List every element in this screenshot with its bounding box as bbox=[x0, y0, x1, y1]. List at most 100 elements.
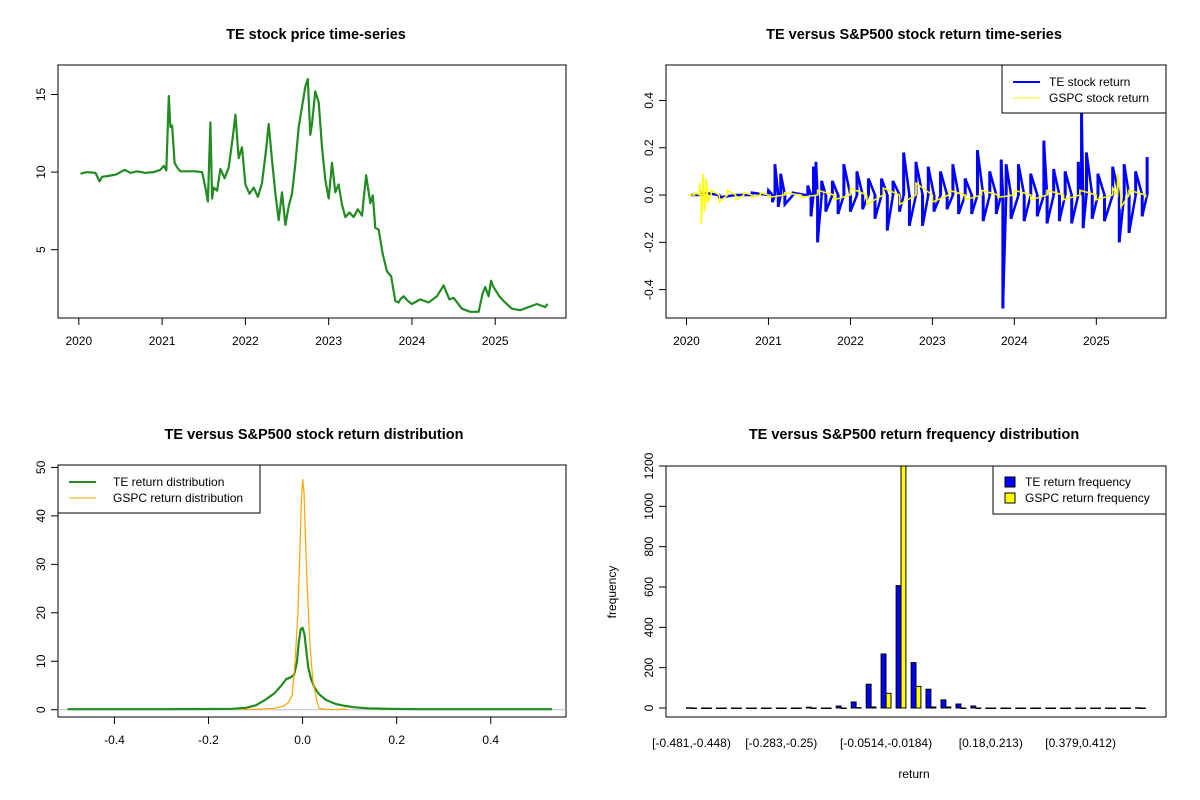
te-frequency-bar bbox=[850, 701, 857, 709]
price-x-tick-label: 2025 bbox=[482, 334, 509, 348]
histogram-chart-title: TE versus S&P500 return frequency distri… bbox=[749, 427, 1079, 443]
gspc-frequency-bar bbox=[795, 707, 802, 709]
te-frequency-bar bbox=[805, 706, 812, 709]
gspc-frequency-bar bbox=[885, 692, 892, 709]
gspc-frequency-bar bbox=[930, 706, 937, 709]
density-legend-box bbox=[57, 464, 261, 514]
te-frequency-bar bbox=[1075, 707, 1082, 709]
te-frequency-bar bbox=[1120, 707, 1126, 709]
price-x-tick-label: 2024 bbox=[399, 334, 426, 348]
histogram-x-category-label: [-0.481,-0.448) bbox=[652, 736, 731, 750]
price-x-tick-label: 2020 bbox=[65, 334, 92, 348]
density-y-tick-label: 40 bbox=[34, 509, 48, 523]
gspc-frequency-bar bbox=[1110, 707, 1116, 709]
te-frequency-bar bbox=[1135, 707, 1141, 709]
gspc-frequency-bar bbox=[1005, 707, 1012, 709]
gspc-frequency-bar bbox=[720, 707, 727, 709]
gspc-frequency-bar bbox=[1080, 707, 1086, 709]
price-x-tick-label: 2021 bbox=[149, 334, 176, 348]
te-frequency-bar bbox=[760, 707, 767, 709]
te-frequency-bar bbox=[701, 707, 707, 709]
price-x-tick-label: 2023 bbox=[315, 334, 342, 348]
density-chart-title: TE versus S&P500 stock return distributi… bbox=[165, 427, 464, 443]
histogram-bars-group bbox=[686, 465, 1146, 709]
gspc-frequency-bar bbox=[900, 465, 907, 709]
density-x-tick-label: 0.4 bbox=[482, 733, 499, 747]
histogram-legend-gspc-swatch bbox=[1004, 492, 1016, 504]
te-frequency-bar bbox=[955, 703, 962, 709]
gspc-frequency-bar bbox=[735, 707, 742, 709]
te-return-line bbox=[690, 112, 1149, 309]
histogram-x-axis: [-0.481,-0.448) [-0.283,-0.25) [-0.0514,-0… bbox=[652, 736, 1116, 750]
histogram-y-axis: 0 200 400 600 800 1000 1200 bbox=[642, 452, 667, 711]
histogram-y-tick-label: 400 bbox=[642, 617, 656, 637]
returns-legend-gspc-label: GSPC stock return bbox=[1049, 91, 1149, 105]
te-frequency-bar bbox=[865, 683, 872, 709]
te-frequency-bar bbox=[835, 705, 842, 709]
returns-x-tick-label: 2024 bbox=[1001, 334, 1028, 348]
density-x-tick-label: -0.4 bbox=[104, 733, 125, 747]
density-legend-gspc-label: GSPC return distribution bbox=[113, 491, 243, 505]
density-y-tick-label: 20 bbox=[34, 606, 48, 620]
te-frequency-bar bbox=[716, 707, 722, 709]
te-frequency-bar bbox=[940, 699, 947, 709]
price-y-axis: 5 10 15 bbox=[34, 87, 59, 253]
returns-y-tick-label: 0.4 bbox=[642, 92, 656, 109]
gspc-frequency-bar bbox=[945, 706, 952, 709]
gspc-frequency-bar bbox=[975, 707, 982, 709]
te-frequency-bar bbox=[1015, 707, 1022, 709]
te-frequency-bar bbox=[820, 707, 827, 709]
returns-legend-box bbox=[1001, 64, 1167, 114]
te-frequency-bar bbox=[790, 707, 797, 709]
density-series-group bbox=[67, 478, 552, 711]
histogram-x-category-label: [-0.283,-0.25) bbox=[745, 736, 817, 750]
gspc-frequency-bar bbox=[855, 707, 862, 709]
price-plot-frame bbox=[57, 64, 567, 319]
density-x-tick-label: 0.2 bbox=[388, 733, 405, 747]
histogram-legend-te-swatch bbox=[1004, 476, 1016, 488]
histogram-legend-box bbox=[992, 465, 1167, 515]
te-frequency-bar bbox=[880, 653, 887, 709]
returns-x-axis: 2020 2021 2022 2023 2024 2025 bbox=[673, 317, 1110, 348]
te-frequency-bar bbox=[730, 707, 737, 709]
histogram-y-tick-label: 0 bbox=[642, 704, 656, 711]
returns-y-tick-label: -0.2 bbox=[642, 232, 656, 253]
returns-x-tick-label: 2020 bbox=[673, 334, 700, 348]
price-series-group bbox=[80, 77, 549, 313]
histogram-x-category-label: [0.379,0.412) bbox=[1045, 736, 1116, 750]
te-frequency-bar bbox=[745, 707, 752, 709]
gspc-frequency-bar bbox=[1065, 707, 1072, 709]
gspc-frequency-bar bbox=[990, 707, 997, 709]
price-chart-title: TE stock price time-series bbox=[226, 27, 406, 43]
histogram-y-axis-label: frequency bbox=[605, 566, 619, 619]
histogram-legend-gspc-label: GSPC return frequency bbox=[1025, 491, 1150, 505]
density-y-tick-label: 30 bbox=[34, 557, 48, 571]
returns-chart-title: TE versus S&P500 stock return time-serie… bbox=[766, 27, 1062, 43]
returns-series-group bbox=[688, 112, 1149, 309]
te-frequency-bar bbox=[970, 705, 977, 709]
price-y-tick-label: 15 bbox=[34, 87, 48, 101]
histogram-x-axis-label: return bbox=[898, 767, 929, 781]
density-y-tick-label: 50 bbox=[34, 460, 48, 474]
returns-y-tick-label: -0.4 bbox=[642, 279, 656, 300]
histogram-y-tick-label: 800 bbox=[642, 536, 656, 556]
density-y-axis: 0 10 20 30 40 50 bbox=[34, 460, 59, 713]
te-density-line bbox=[67, 626, 552, 711]
gspc-frequency-bar bbox=[706, 707, 712, 709]
returns-y-tick-label: 0.0 bbox=[642, 186, 656, 203]
te-frequency-bar bbox=[1090, 707, 1097, 709]
te-frequency-bar bbox=[895, 585, 902, 709]
returns-x-tick-label: 2022 bbox=[837, 334, 864, 348]
price-y-tick-label: 10 bbox=[34, 165, 48, 179]
te-frequency-bar bbox=[925, 688, 932, 709]
histogram-y-tick-label: 1200 bbox=[642, 452, 656, 479]
price-chart-panel: TE stock price time-series 2020 2021 2022 2… bbox=[34, 27, 567, 348]
gspc-frequency-bar bbox=[915, 685, 922, 709]
histogram-y-tick-label: 1000 bbox=[642, 493, 656, 520]
te-frequency-bar bbox=[1105, 707, 1111, 709]
gspc-frequency-bar bbox=[1095, 707, 1101, 709]
gspc-frequency-bar bbox=[765, 707, 772, 709]
gspc-density-line bbox=[241, 478, 348, 711]
returns-y-axis: -0.4 -0.2 0.0 0.2 0.4 bbox=[642, 92, 667, 300]
